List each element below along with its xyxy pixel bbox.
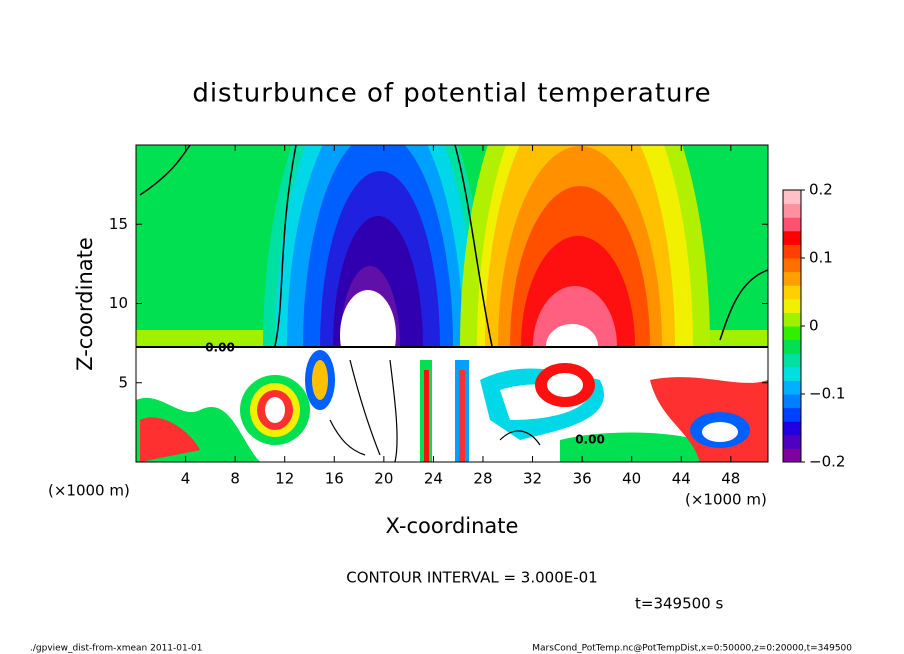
contour-label: 0.00 — [575, 433, 605, 447]
colorbar-swatch — [783, 394, 801, 409]
colorbar-swatch — [783, 380, 801, 395]
colorbar-swatch — [783, 244, 801, 259]
contour-label: 0.00 — [205, 341, 235, 355]
x-tick-label: 40 — [622, 470, 641, 488]
colorbar-swatch — [783, 230, 801, 245]
colorbar-tick-label: −0.2 — [809, 453, 845, 471]
field — [136, 145, 768, 462]
x-tick-label: 8 — [230, 470, 240, 488]
colorbar-swatch — [783, 312, 801, 327]
colorbar-swatch — [783, 258, 801, 273]
colorbar-tick-label: 0.2 — [809, 181, 833, 199]
x-tick-label: 32 — [523, 470, 542, 488]
x-tick-label: 44 — [672, 470, 691, 488]
colorbar-swatch — [783, 434, 801, 449]
x-tick-label: 36 — [573, 470, 592, 488]
time-label: t=349500 s — [635, 595, 723, 613]
x-tick-label: 16 — [325, 470, 344, 488]
colorbar-swatch — [783, 190, 801, 205]
y-tick-label: 10 — [109, 294, 128, 312]
colorbar-tick-label: 0.1 — [809, 249, 833, 267]
x-tick-label: 48 — [721, 470, 740, 488]
colorbar-swatch — [783, 298, 801, 313]
colorbar-swatch — [783, 421, 801, 436]
x-tick-label: 20 — [374, 470, 393, 488]
colorbar-swatch — [783, 217, 801, 232]
colorbar-swatch — [783, 353, 801, 368]
colorbar-swatch — [783, 203, 801, 218]
footer-left: ./gpview_dist-from-xmean 2011-01-01 — [30, 644, 202, 654]
colorbar-swatch — [783, 326, 801, 341]
x-tick-label: 4 — [181, 470, 191, 488]
colorbar-swatch — [783, 366, 801, 381]
colorbar-swatch — [783, 271, 801, 286]
colorbar-swatch — [783, 448, 801, 463]
colorbar-swatch — [783, 407, 801, 422]
y-tick-label: 5 — [118, 373, 128, 391]
contour-interval: CONTOUR INTERVAL = 3.000E-01 — [346, 569, 597, 587]
x-tick-label: 28 — [473, 470, 492, 488]
x-unit: (×1000 m) — [685, 491, 767, 509]
y-tick-label: 15 — [109, 215, 128, 233]
x-tick-label: 12 — [275, 470, 294, 488]
colorbar-tick-label: 0 — [809, 317, 819, 335]
colorbar-tick-label: −0.1 — [809, 385, 845, 403]
footer-right: MarsCond_PotTemp.nc@PotTempDist,x=0:5000… — [532, 644, 852, 654]
colorbar-swatch — [783, 285, 801, 300]
x-axis-label: X-coordinate — [386, 514, 519, 538]
chart-title: disturbunce of potential temperature — [192, 79, 711, 109]
x-unit: (×1000 m) — [48, 482, 130, 500]
y-axis-label: Z-coordinate — [73, 237, 97, 371]
colorbar-swatch — [783, 339, 801, 354]
x-tick-label: 24 — [424, 470, 443, 488]
